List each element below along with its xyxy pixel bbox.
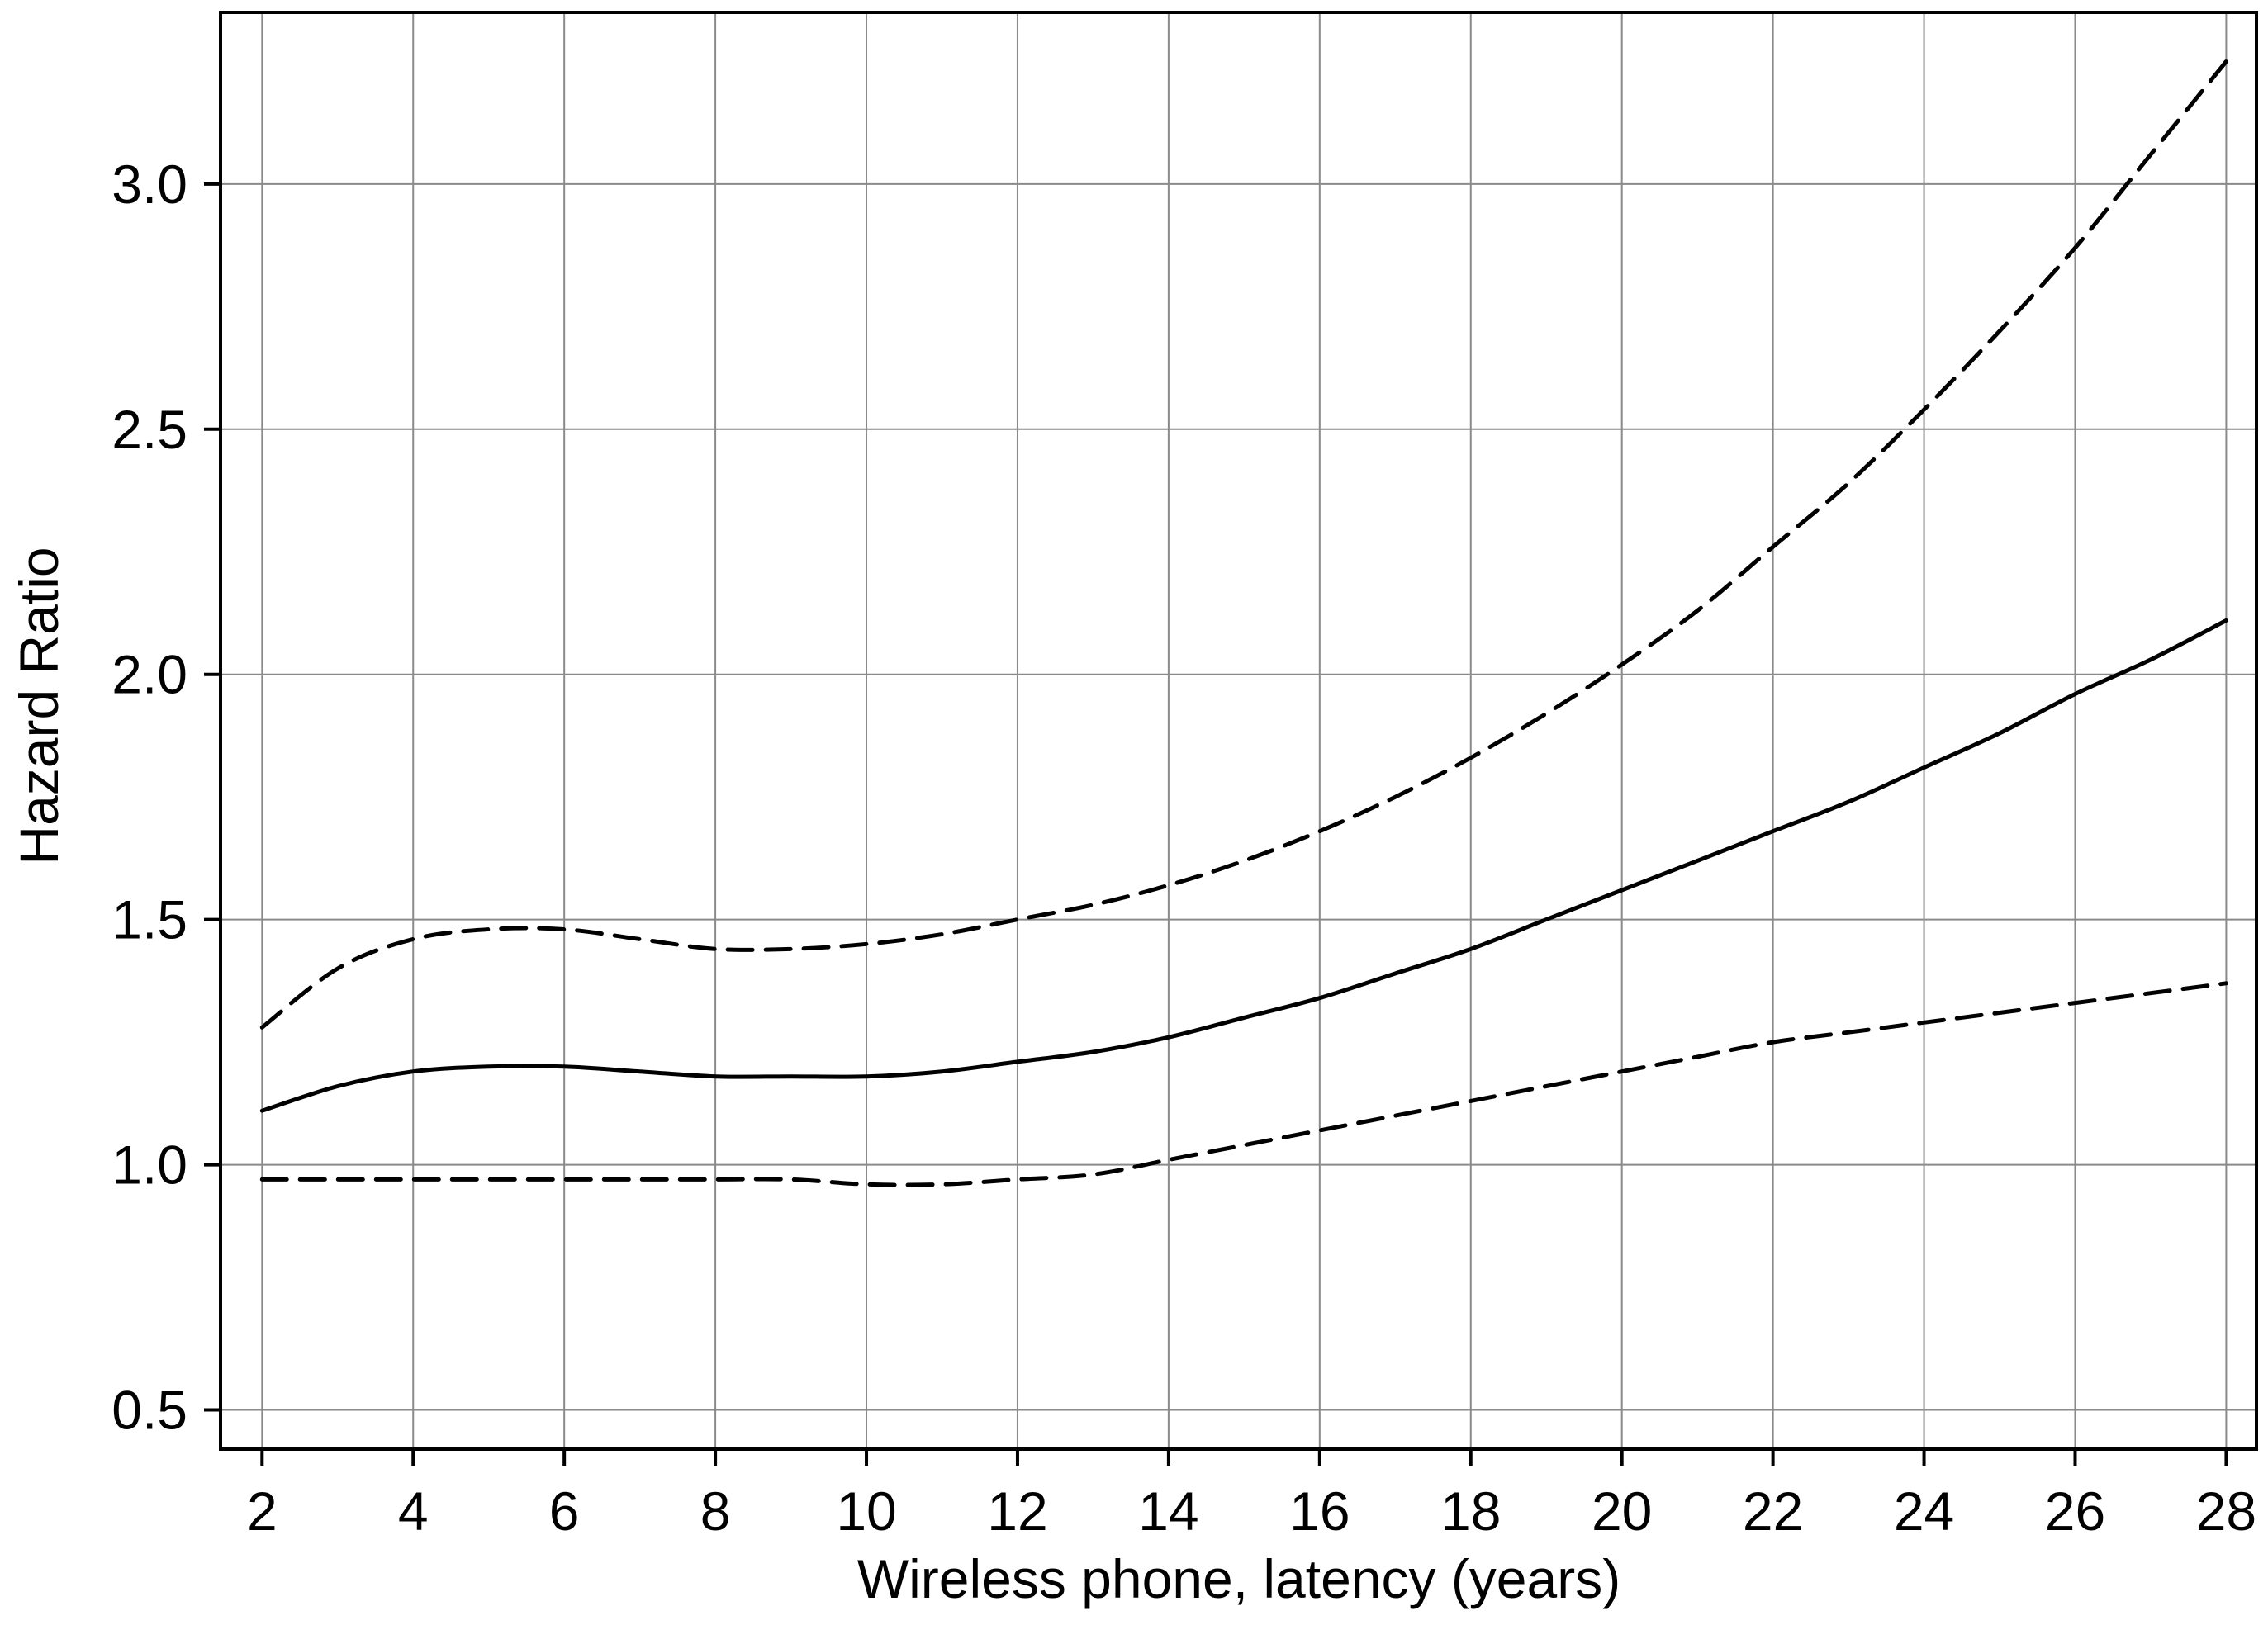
x-tick-label: 28 [2196, 1481, 2256, 1542]
y-axis-label: Hazard Ratio [8, 547, 69, 865]
y-tick-label: 1.5 [112, 889, 187, 950]
y-tick-label: 0.5 [112, 1379, 187, 1440]
x-tick-label: 24 [1894, 1481, 1954, 1542]
x-tick-label: 22 [1743, 1481, 1803, 1542]
grid-lines [221, 12, 2256, 1449]
y-tick-label: 1.0 [112, 1135, 187, 1196]
x-tick-label: 20 [1592, 1481, 1652, 1542]
x-tick-label: 26 [2045, 1481, 2105, 1542]
x-tick-label: 4 [398, 1481, 429, 1542]
plot-frame [219, 11, 2258, 1451]
y-tick-label: 3.0 [112, 154, 187, 215]
x-axis-label: Wireless phone, latency (years) [857, 1548, 1620, 1609]
y-tick-label: 2.5 [112, 399, 187, 460]
hazard-ratio-estimate-line [259, 618, 2228, 1113]
lower-confidence-line [259, 981, 2228, 1187]
x-tick-label: 14 [1138, 1481, 1198, 1542]
x-tick-label: 8 [700, 1481, 731, 1542]
upper-confidence-line [259, 59, 2228, 1030]
series-lines [259, 59, 2228, 1187]
x-tick-label: 6 [549, 1481, 580, 1542]
x-tick-label: 12 [987, 1481, 1047, 1542]
tick-labels: 2 4 6 8 10 12 14 16 18 20 22 24 26 280.51.01.52.02.53… [112, 154, 2256, 1542]
x-tick-label: 10 [836, 1481, 896, 1542]
y-tick-label: 2.0 [112, 644, 187, 705]
x-tick-label: 16 [1289, 1481, 1350, 1542]
axis-ticks [204, 182, 2228, 1466]
x-tick-label: 2 [247, 1481, 278, 1542]
x-tick-label: 18 [1440, 1481, 1501, 1542]
